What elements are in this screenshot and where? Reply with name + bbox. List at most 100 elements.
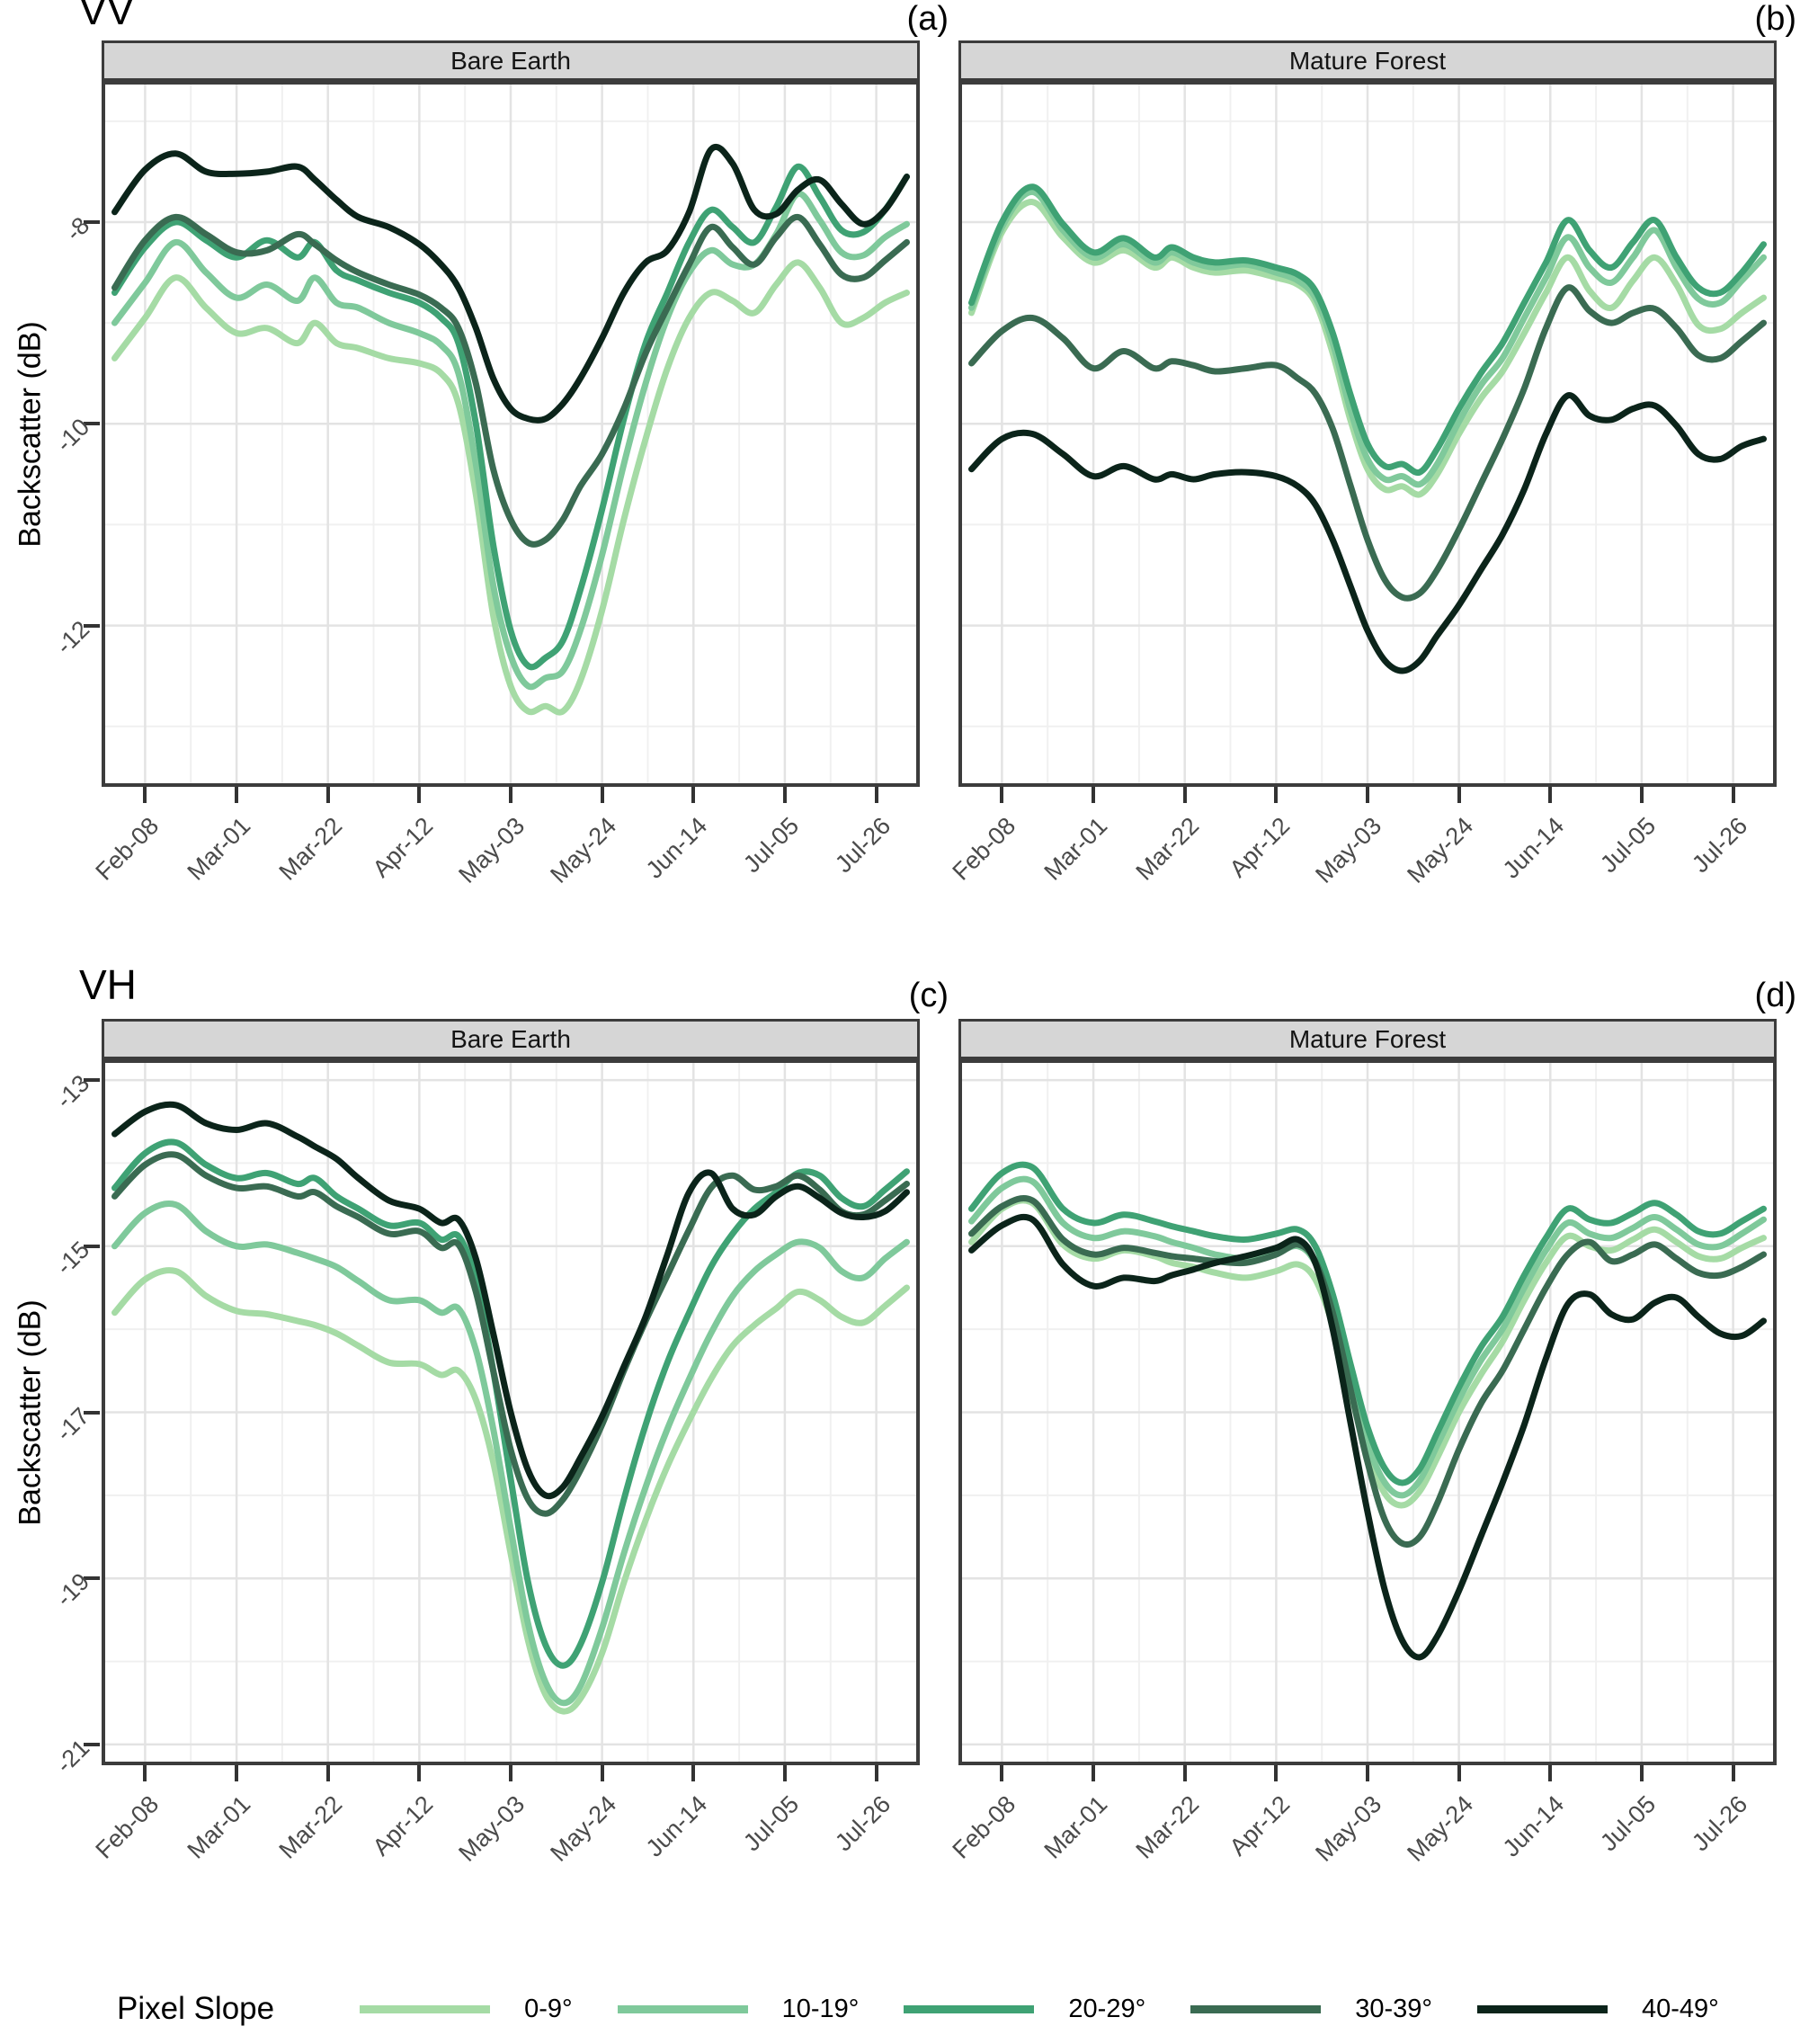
legend-item-label: 10-19° [781, 1994, 860, 2023]
series-line-20-29° [968, 1161, 1767, 1486]
x-axis-tick [1000, 1765, 1003, 1781]
series-line-20-29° [111, 1138, 910, 1669]
y-tick-label: -8 [60, 211, 95, 246]
x-axis-tick [1183, 1765, 1187, 1781]
y-axis-tick [84, 1078, 100, 1082]
panel-vv-bare-earth: Bare Earth [102, 40, 920, 787]
x-axis-tick [875, 787, 878, 803]
series-line-40-49° [111, 143, 910, 424]
y-axis-label-bottom: Backscatter (dB) [13, 1299, 48, 1526]
row-title-vv: VV [79, 0, 135, 33]
line-chart-vh-mature-forest [958, 1059, 1777, 1765]
series-line-10-19° [111, 1201, 910, 1707]
x-axis-tick [1183, 787, 1187, 803]
x-axis-tick [143, 1765, 147, 1781]
y-axis-tick [84, 220, 100, 224]
y-tick-label: -13 [50, 1069, 95, 1114]
facet-strip-label: Bare Earth [450, 1024, 571, 1053]
series-line-20-29° [111, 163, 910, 671]
legend: Pixel Slope 0-9° 10-19° 20-29° 30-39° 40… [117, 1991, 1764, 2027]
y-tick-label: -21 [50, 1734, 95, 1779]
x-axis-tick [1274, 1765, 1278, 1781]
series-line-40-49° [111, 1101, 910, 1500]
x-axis-tick [326, 787, 330, 803]
x-axis-tick [417, 787, 421, 803]
panel-border [958, 81, 1777, 787]
facet-strip-label: Mature Forest [1288, 1024, 1447, 1053]
legend-line-swatch [1190, 2004, 1322, 2013]
facet-strip: Mature Forest [958, 40, 1777, 81]
facet-strip-label: Bare Earth [450, 46, 571, 75]
y-axis-tick [84, 1743, 100, 1746]
panel-vh-mature-forest: Mature Forest [958, 1019, 1777, 1765]
series-line-10-19° [968, 188, 1767, 488]
x-axis-tick [1457, 1765, 1461, 1781]
x-axis-tick [1640, 1765, 1644, 1781]
series-line-0-9° [111, 1267, 910, 1715]
x-axis-tick [1457, 787, 1461, 803]
x-axis-tick [1548, 1765, 1552, 1781]
x-axis-tick [1732, 787, 1735, 803]
legend-item-2: 20-29° [904, 1995, 1145, 2024]
legend-item-4: 40-49° [1476, 1994, 1719, 2024]
row-title-vh: VH [79, 961, 137, 1008]
legend-item-0: 0-9° [360, 1995, 573, 2024]
x-tick-label: Feb-08 [90, 1790, 165, 1864]
legend-line-swatch [360, 2004, 491, 2013]
x-axis-tick [875, 1765, 878, 1781]
series-line-40-49° [968, 392, 1767, 674]
series-line-0-9° [968, 1197, 1767, 1509]
x-axis-tick [326, 1765, 330, 1781]
legend-line-swatch [1476, 2004, 1608, 2013]
x-axis-tick [691, 787, 695, 803]
legend-item-label: 30-39° [1355, 1994, 1432, 2023]
x-axis-tick [1274, 787, 1278, 803]
legend-item-label: 20-29° [1068, 1994, 1146, 2023]
legend-item-label: 40-49° [1641, 1994, 1719, 2023]
y-axis-tick [84, 1245, 100, 1248]
x-axis-tick [235, 787, 238, 803]
series-line-30-39° [111, 1151, 910, 1517]
y-tick-label: -12 [50, 615, 95, 660]
series-line-30-39° [111, 213, 910, 548]
x-axis-tick [1640, 787, 1644, 803]
series-line-0-9° [111, 259, 910, 716]
y-axis-tick [84, 422, 100, 425]
x-axis-tick [601, 787, 604, 803]
legend-items: 0-9° 10-19° 20-29° 30-39° 40-49° [360, 1995, 1764, 2024]
panel-vv-mature-forest: Mature Forest [958, 40, 1777, 787]
panel-border [102, 1059, 920, 1765]
line-chart-vv-bare-earth [102, 81, 920, 787]
line-chart-vh-bare-earth [102, 1059, 920, 1765]
x-axis-tick [417, 1765, 421, 1781]
facet-strip: Bare Earth [102, 1019, 920, 1059]
legend-line-swatch [904, 2004, 1035, 2013]
x-axis-tick [1366, 787, 1369, 803]
y-tick-label: -15 [50, 1236, 95, 1281]
panel-border [958, 1059, 1777, 1765]
panel-letter-c: (c) [908, 977, 949, 1014]
legend-title: Pixel Slope [117, 1991, 275, 2026]
y-axis-label-top: Backscatter (dB) [13, 321, 48, 548]
legend-item-1: 10-19° [617, 1994, 860, 2024]
panel-border [102, 81, 920, 787]
x-axis-tick [1366, 1765, 1369, 1781]
x-axis-tick [691, 1765, 695, 1781]
panel-letter-d: (d) [1754, 977, 1796, 1014]
panel-letter-a: (a) [906, 0, 949, 38]
x-axis-tick [1092, 1765, 1095, 1781]
x-axis-tick [509, 1765, 512, 1781]
y-axis-tick [84, 1411, 100, 1415]
x-axis-tick [783, 1765, 787, 1781]
series-line-30-39° [968, 1195, 1767, 1549]
x-axis-tick [1548, 787, 1552, 803]
series-line-0-9° [968, 199, 1767, 498]
x-axis-tick [1092, 787, 1095, 803]
y-axis-tick [84, 1576, 100, 1580]
legend-line-swatch [617, 2004, 748, 2013]
y-tick-label: -19 [50, 1567, 95, 1612]
y-axis-tick [84, 624, 100, 628]
facet-strip-label: Mature Forest [1288, 46, 1447, 75]
legend-item-label: 0-9° [524, 1994, 573, 2023]
